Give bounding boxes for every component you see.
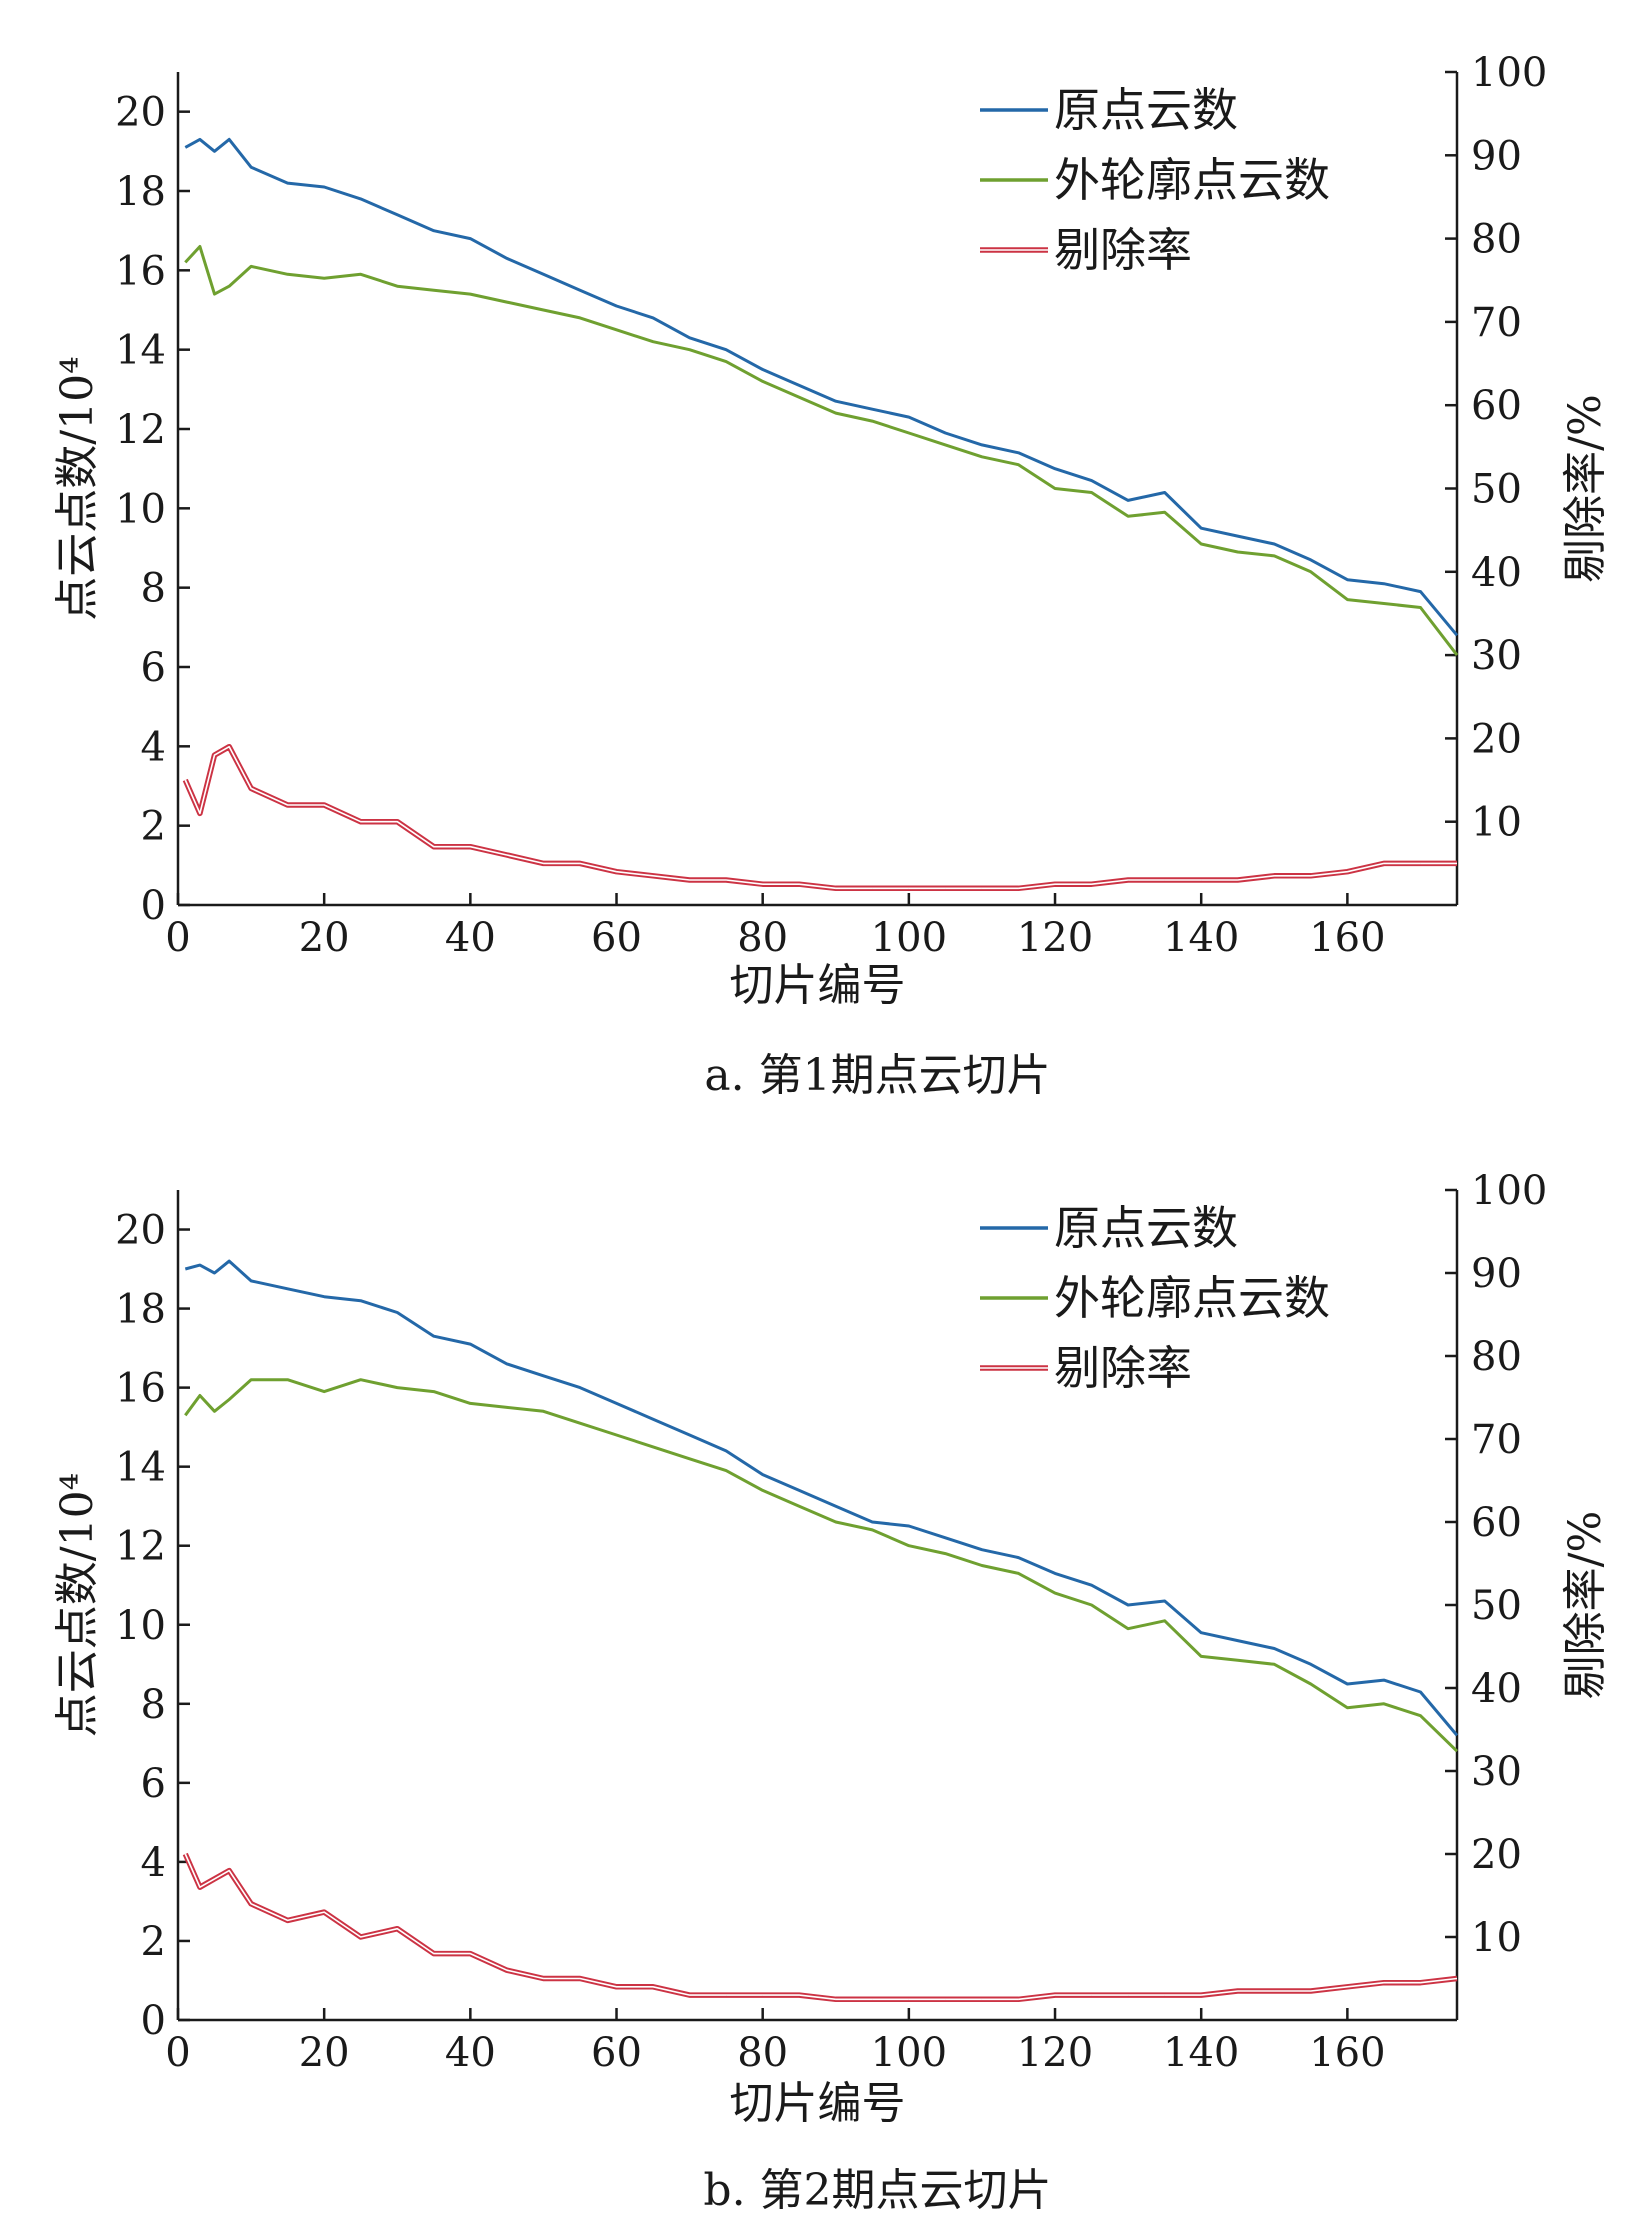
left-y-tick-label: 14 (115, 1445, 166, 1491)
series-line-2 (184, 1378, 1459, 1753)
x-tick-label: 60 (591, 915, 642, 961)
x-axis-label: 切片编号 (730, 960, 906, 1011)
figure-caption: b. 第2期点云切片 (703, 2165, 1051, 2216)
right-y-axis-label: 剔除率/% (1560, 394, 1611, 583)
legend-label-2: 外轮廓点云数 (1054, 153, 1330, 207)
right-y-axis-label: 剔除率/% (1560, 1511, 1611, 1700)
left-y-tick-label: 20 (115, 1208, 166, 1254)
x-tick-label: 80 (737, 2030, 788, 2076)
series-line-outer-3 (182, 743, 1457, 892)
left-y-tick-label: 6 (141, 645, 166, 691)
left-y-tick-label: 14 (115, 328, 166, 374)
x-tick-label: 120 (1017, 915, 1093, 961)
legend-label-1: 原点云数 (1054, 1201, 1238, 1255)
left-y-tick-label: 6 (141, 1761, 166, 1807)
left-y-tick-label: 20 (115, 90, 166, 136)
legend-label-3: 剔除率 (1054, 223, 1192, 277)
left-y-tick-label: 12 (115, 407, 166, 453)
series-line-1 (184, 137, 1459, 637)
right-y-tick-label: 20 (1471, 716, 1522, 762)
right-y-tick-label: 80 (1471, 1334, 1522, 1380)
x-tick-label: 20 (299, 2030, 350, 2076)
series-line-2 (184, 245, 1459, 657)
x-tick-label: 0 (165, 915, 190, 961)
right-y-tick-label: 40 (1471, 550, 1522, 596)
left-y-tick-label: 12 (115, 1524, 166, 1570)
right-y-tick-label: 20 (1471, 1832, 1522, 1878)
left-y-tick-label: 18 (115, 169, 166, 215)
x-tick-label: 0 (165, 2030, 190, 2076)
left-y-tick-label: 0 (141, 883, 166, 929)
right-y-tick-label: 100 (1471, 50, 1547, 96)
right-y-tick-label: 10 (1471, 1915, 1522, 1961)
right-y-tick-label: 80 (1471, 217, 1522, 263)
right-y-tick-label: 40 (1471, 1666, 1522, 1712)
legend-label-2: 外轮廓点云数 (1054, 1271, 1330, 1325)
left-y-tick-label: 18 (115, 1287, 166, 1333)
left-y-tick-label: 16 (115, 1366, 166, 1412)
x-tick-label: 160 (1309, 915, 1385, 961)
legend-label-1: 原点云数 (1054, 83, 1238, 137)
x-tick-label: 100 (871, 915, 947, 961)
right-y-tick-label: 50 (1471, 1583, 1522, 1629)
x-tick-label: 140 (1163, 2030, 1239, 2076)
right-y-tick-label: 30 (1471, 633, 1522, 679)
right-y-tick-label: 10 (1471, 800, 1522, 846)
left-y-axis-label: 点云点数/10⁴ (52, 1473, 103, 1737)
right-y-tick-label: 60 (1471, 1500, 1522, 1546)
x-tick-label: 40 (445, 915, 496, 961)
x-tick-label: 20 (299, 915, 350, 961)
left-y-tick-label: 8 (141, 1682, 166, 1728)
right-y-tick-label: 90 (1471, 133, 1522, 179)
series-line-1 (184, 1259, 1459, 1737)
series-line-inner-3 (184, 745, 1457, 890)
x-tick-label: 100 (871, 2030, 947, 2076)
right-y-tick-label: 50 (1471, 467, 1522, 513)
right-y-tick-label: 100 (1471, 1168, 1547, 1214)
x-tick-label: 40 (445, 2030, 496, 2076)
left-y-tick-label: 0 (141, 1998, 166, 2044)
left-y-tick-label: 10 (115, 1603, 166, 1649)
x-tick-label: 60 (591, 2030, 642, 2076)
series-line-outer-3 (182, 1852, 1458, 2003)
right-y-tick-label: 60 (1471, 383, 1522, 429)
x-tick-label: 140 (1163, 915, 1239, 961)
left-y-tick-label: 8 (141, 566, 166, 612)
left-y-tick-label: 2 (141, 804, 166, 850)
right-y-tick-label: 30 (1471, 1749, 1522, 1795)
left-y-tick-label: 4 (141, 1840, 166, 1886)
figure-caption: a. 第1期点云切片 (704, 1050, 1050, 1101)
chart-panel-2: 0 20 40 60 80 100 120 140 160 0 2 4 6 8 10 12 14 16 18 20 10… (52, 1168, 1611, 2216)
series-line-inner-3 (184, 1853, 1458, 2001)
right-y-tick-label: 90 (1471, 1251, 1522, 1297)
left-y-tick-label: 16 (115, 248, 166, 294)
x-tick-label: 160 (1309, 2030, 1385, 2076)
right-y-tick-label: 70 (1471, 300, 1522, 346)
left-y-axis-label: 点云点数/10⁴ (52, 356, 103, 620)
left-y-tick-label: 10 (115, 486, 166, 532)
x-axis-label: 切片编号 (730, 2078, 906, 2129)
legend-label-3: 剔除率 (1054, 1341, 1192, 1395)
right-y-tick-label: 70 (1471, 1417, 1522, 1463)
chart-panel-1: 0 20 40 60 80 100 120 140 160 0 2 4 6 8 10 12 14 16 18 20 10… (52, 50, 1611, 1101)
x-tick-label: 120 (1017, 2030, 1093, 2076)
left-y-tick-label: 4 (141, 724, 166, 770)
left-y-tick-label: 2 (141, 1919, 166, 1965)
x-tick-label: 80 (737, 915, 788, 961)
